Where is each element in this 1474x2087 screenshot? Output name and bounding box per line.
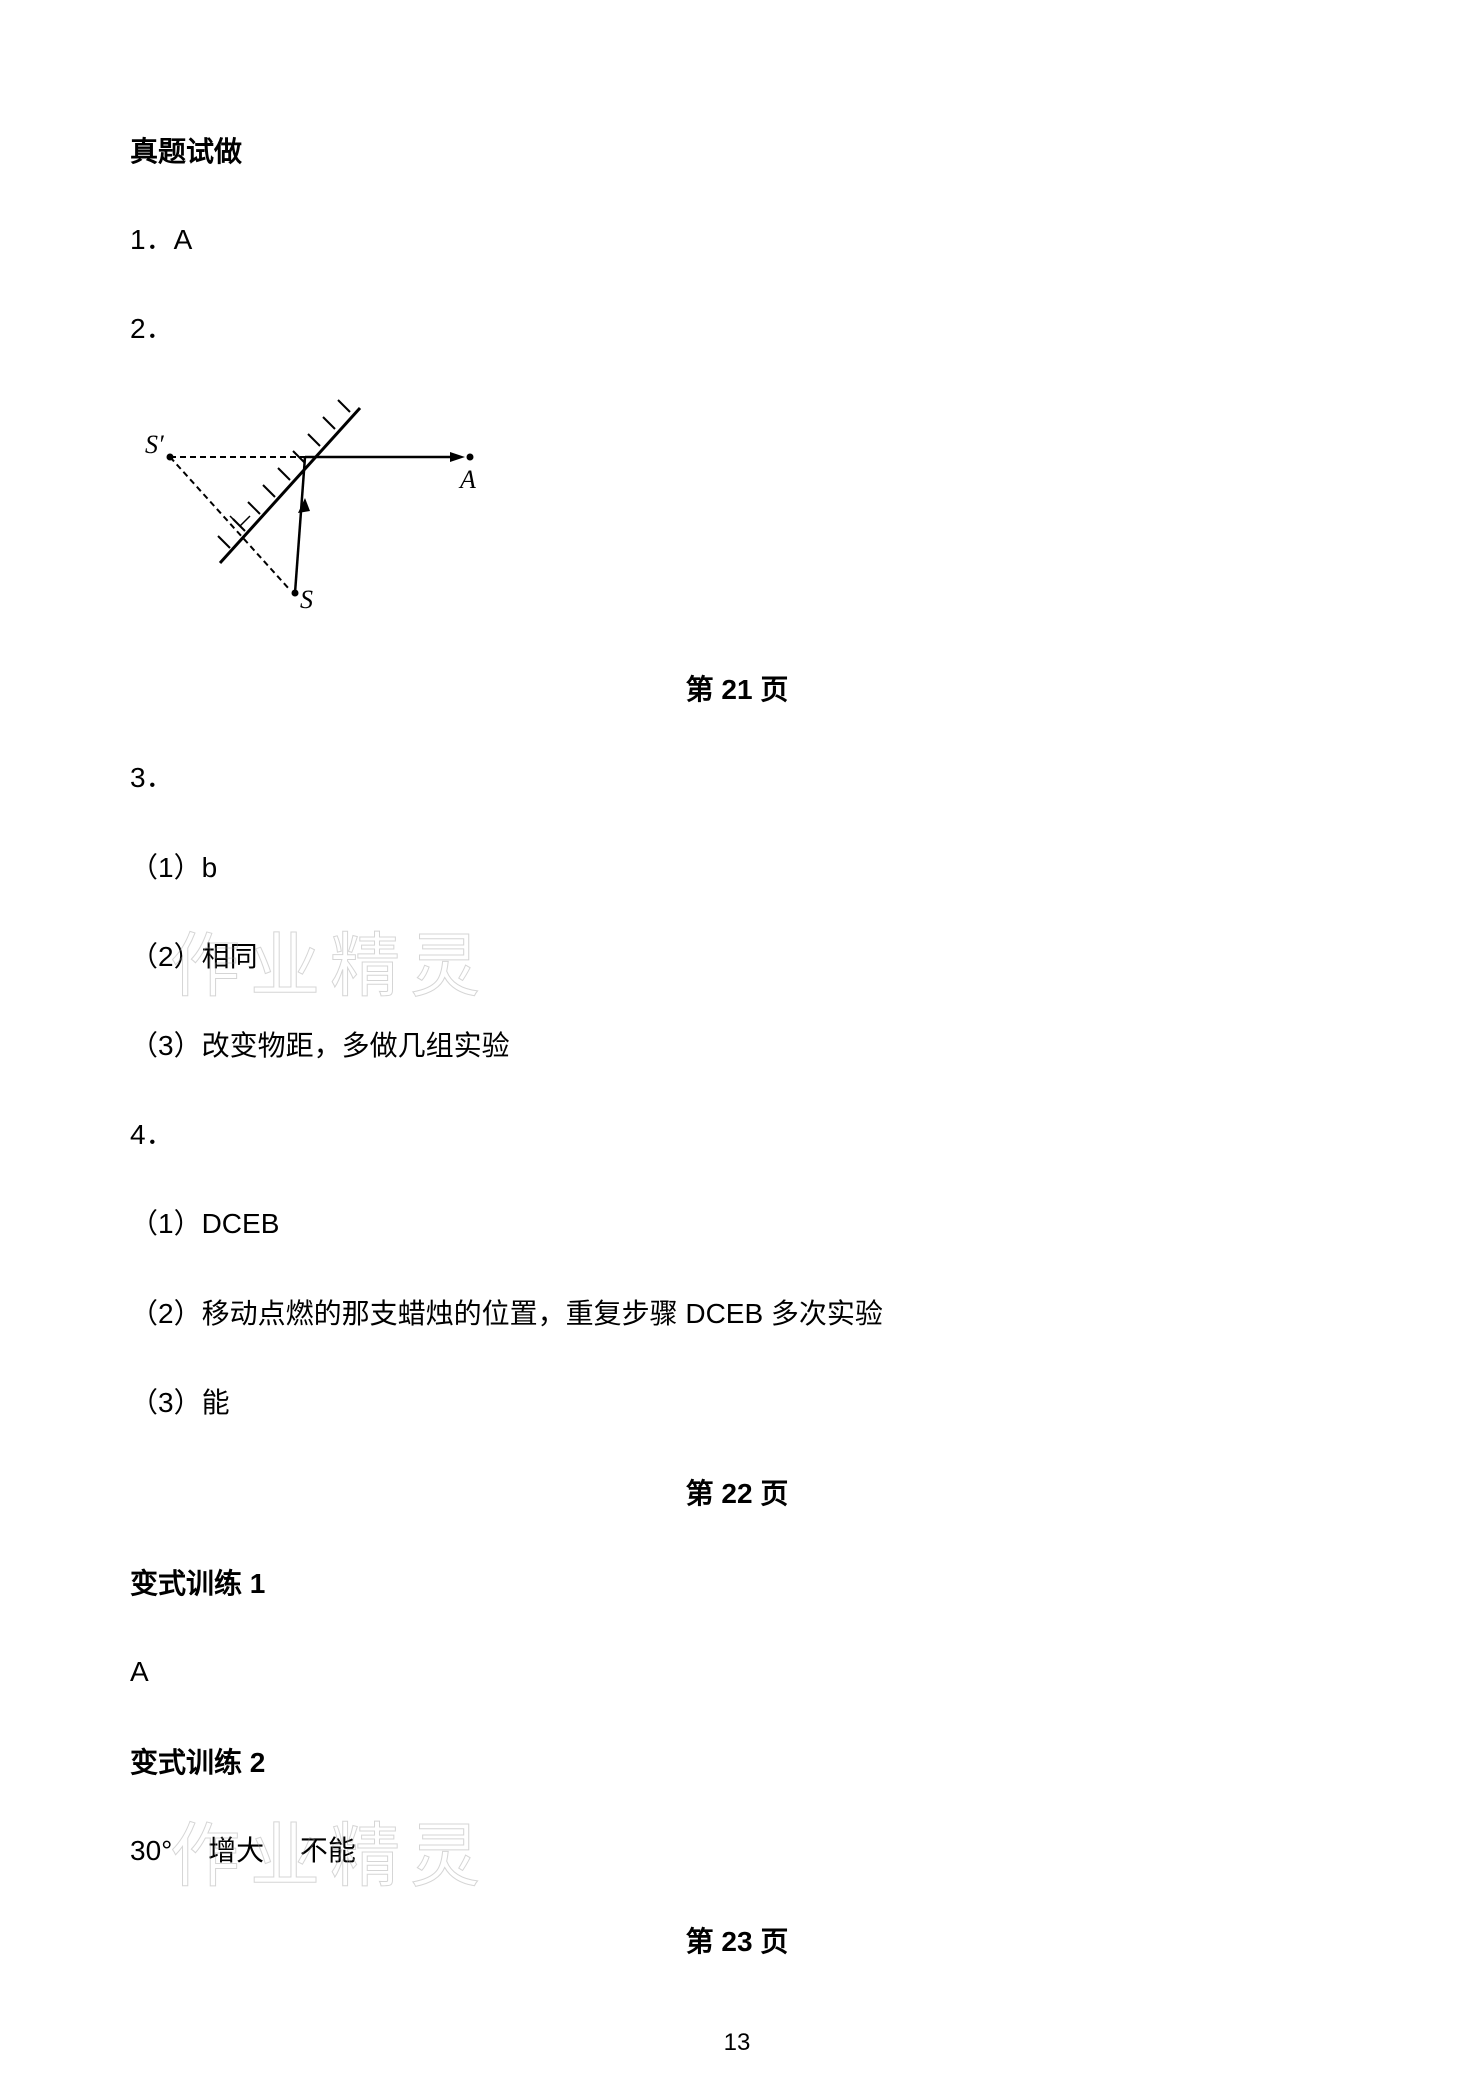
question-3-3: （3）改变物距，多做几组实验 — [130, 1026, 1344, 1065]
mirror-line — [220, 408, 360, 563]
label-s: S — [300, 585, 313, 614]
question-3-1: （1）b — [130, 848, 1344, 887]
question-2: 2． — [130, 309, 1344, 348]
optics-diagram: S′ S A — [140, 398, 490, 628]
arrow-head-incident — [298, 498, 310, 513]
page-marker-23: 第 23 页 — [130, 1920, 1344, 1960]
section-heading-3: 变式训练 2 — [130, 1741, 1344, 1781]
arrow-head-a — [450, 452, 465, 462]
page-number-footer: 13 — [0, 2029, 1474, 2057]
question-3: 3． — [130, 758, 1344, 797]
point-a — [467, 454, 474, 461]
point-s — [292, 590, 299, 597]
point-s-prime — [167, 454, 174, 461]
question-1: 1．A — [130, 220, 1344, 259]
page-marker-22: 第 22 页 — [130, 1472, 1344, 1512]
question-3-2: （2）相同 — [130, 937, 1344, 976]
right-angle-marker — [230, 516, 250, 526]
question-4-1: （1）DCEB — [130, 1204, 1344, 1243]
question-4-2: （2）移动点燃的那支蜡烛的位置，重复步骤 DCEB 多次实验 — [130, 1294, 1344, 1333]
section-3-answer: 30° 增大 不能 — [130, 1831, 1344, 1870]
question-4-3: （3）能 — [130, 1383, 1344, 1422]
label-a: A — [458, 465, 476, 494]
question-4: 4． — [130, 1115, 1344, 1154]
section-heading-1: 真题试做 — [130, 130, 1344, 170]
section-heading-2: 变式训练 1 — [130, 1562, 1344, 1602]
perpendicular-line — [170, 457, 290, 590]
section-2-answer: A — [130, 1652, 1344, 1691]
label-s-prime: S′ — [145, 430, 164, 459]
page-marker-21: 第 21 页 — [130, 668, 1344, 708]
